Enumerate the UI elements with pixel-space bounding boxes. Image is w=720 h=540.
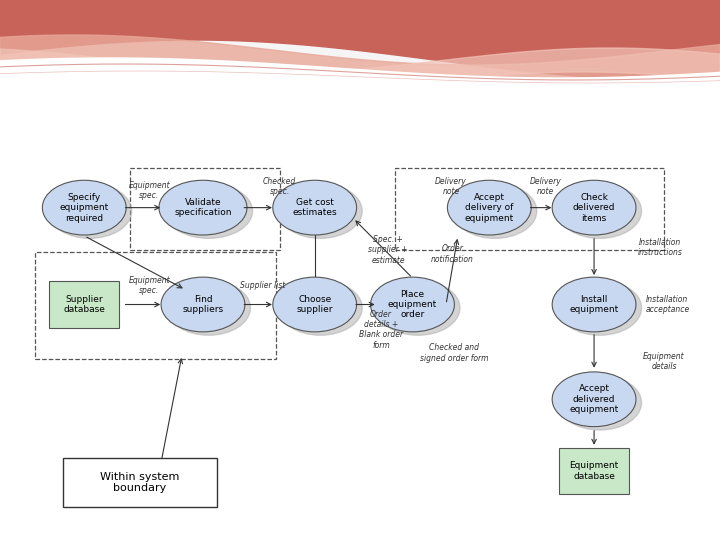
Text: Order
details +
Blank order
form: Order details + Blank order form bbox=[359, 309, 403, 350]
Text: Equipment Procurement Process: Equipment Procurement Process bbox=[101, 123, 330, 136]
Ellipse shape bbox=[273, 180, 356, 235]
Text: Find
suppliers: Find suppliers bbox=[182, 295, 223, 314]
Ellipse shape bbox=[558, 375, 642, 430]
Text: Check
delivered
items: Check delivered items bbox=[573, 193, 616, 222]
Ellipse shape bbox=[48, 184, 132, 238]
Ellipse shape bbox=[165, 184, 253, 238]
Ellipse shape bbox=[558, 184, 642, 238]
Text: Equipment
database: Equipment database bbox=[570, 461, 618, 481]
Text: Example Process Model: Example Process Model bbox=[184, 87, 554, 118]
Text: Equipment
spec.: Equipment spec. bbox=[128, 276, 170, 295]
Text: Specify
equipment
required: Specify equipment required bbox=[60, 193, 109, 222]
Text: Checked and
signed order form: Checked and signed order form bbox=[420, 343, 489, 363]
Ellipse shape bbox=[42, 180, 126, 235]
Text: Accept
delivery of
equipment: Accept delivery of equipment bbox=[464, 193, 514, 222]
Text: Get cost
estimates: Get cost estimates bbox=[292, 198, 337, 217]
Text: Order
notification: Order notification bbox=[431, 244, 474, 264]
Ellipse shape bbox=[376, 280, 460, 335]
Ellipse shape bbox=[279, 184, 362, 238]
Ellipse shape bbox=[166, 280, 251, 335]
Text: Delivery
note: Delivery note bbox=[435, 177, 467, 196]
Ellipse shape bbox=[371, 277, 454, 332]
Ellipse shape bbox=[161, 277, 245, 332]
FancyBboxPatch shape bbox=[49, 281, 120, 328]
Text: Supplier list: Supplier list bbox=[240, 281, 285, 290]
Text: Validate
specification: Validate specification bbox=[174, 198, 232, 217]
Text: Checked
spec.: Checked spec. bbox=[264, 177, 297, 196]
Ellipse shape bbox=[552, 180, 636, 235]
Text: Spec. +
supplier +
estimate: Spec. + supplier + estimate bbox=[369, 235, 408, 265]
Ellipse shape bbox=[273, 277, 356, 332]
Text: Equipment
spec.: Equipment spec. bbox=[128, 181, 170, 200]
Ellipse shape bbox=[558, 280, 642, 335]
Ellipse shape bbox=[447, 180, 531, 235]
Text: Equipment
details: Equipment details bbox=[643, 352, 685, 371]
Text: Installation
instructions: Installation instructions bbox=[638, 238, 683, 258]
Text: Place
equipment
order: Place equipment order bbox=[388, 289, 437, 319]
Text: Install
equipment: Install equipment bbox=[570, 295, 618, 314]
Ellipse shape bbox=[159, 180, 247, 235]
Ellipse shape bbox=[552, 372, 636, 427]
Text: Delivery
note: Delivery note bbox=[529, 177, 561, 196]
Text: Supplier
database: Supplier database bbox=[63, 295, 105, 314]
Text: 12: 12 bbox=[619, 463, 637, 477]
Text: COMP201 - Software Engineering: COMP201 - Software Engineering bbox=[160, 465, 322, 475]
Text: Accept
delivered
equipment: Accept delivered equipment bbox=[570, 384, 618, 414]
Ellipse shape bbox=[552, 277, 636, 332]
Text: Choose
supplier: Choose supplier bbox=[297, 295, 333, 314]
FancyBboxPatch shape bbox=[63, 458, 217, 507]
Text: Installation
acceptance: Installation acceptance bbox=[645, 295, 690, 314]
Text: Within system
boundary: Within system boundary bbox=[100, 472, 180, 494]
Ellipse shape bbox=[279, 280, 362, 335]
FancyBboxPatch shape bbox=[559, 448, 629, 494]
Ellipse shape bbox=[453, 184, 537, 238]
